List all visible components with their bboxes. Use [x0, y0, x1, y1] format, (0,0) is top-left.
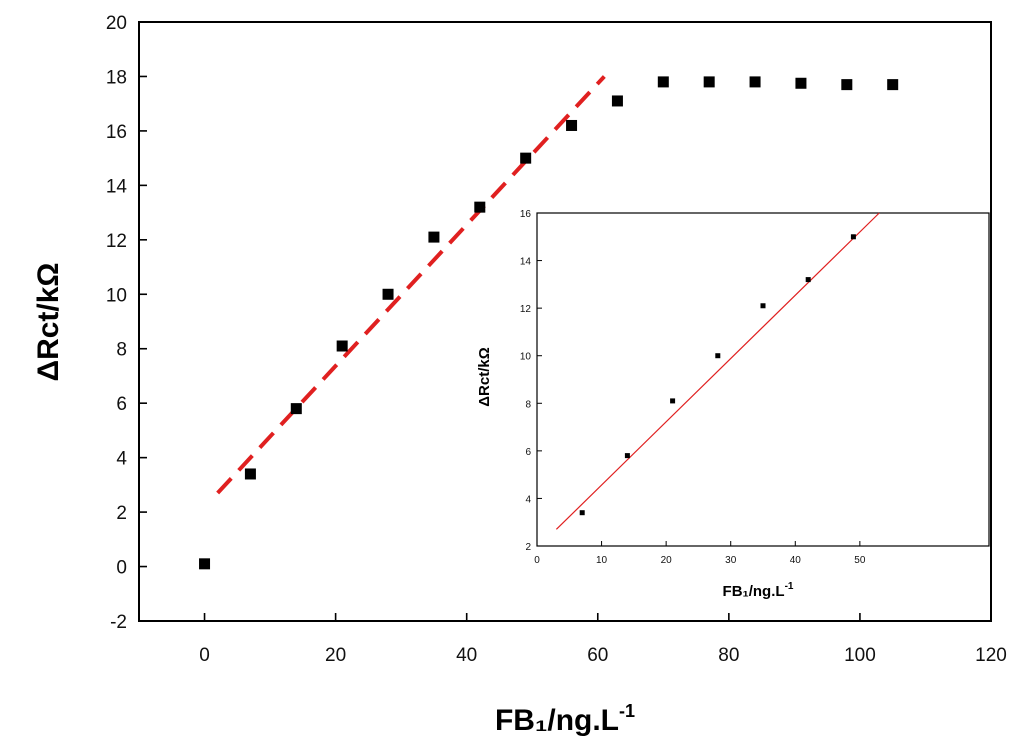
inset-data-point	[805, 277, 811, 283]
inset-axis-ticks	[536, 212, 861, 547]
main-y-tick-label: 12	[106, 231, 127, 252]
main-data-point	[428, 231, 440, 243]
main-data-point	[611, 95, 623, 107]
inset-y-tick-label: 8	[525, 399, 531, 410]
main-x-tick-label: 40	[456, 645, 477, 666]
inset-y-tick-label: 6	[525, 447, 531, 458]
main-y-tick-label: 18	[106, 67, 127, 88]
main-x-tick-label: 80	[718, 645, 739, 666]
main-data-point	[382, 288, 394, 300]
main-data-point	[566, 119, 578, 131]
main-y-tick-label: 4	[116, 449, 127, 470]
inset-x-tick-label: 40	[790, 555, 802, 566]
main-data-point	[290, 403, 302, 415]
inset-fit-line	[555, 212, 880, 530]
main-x-tick-label: 0	[199, 645, 210, 666]
main-data-point	[841, 79, 853, 91]
inset-data-point	[850, 234, 856, 240]
main-series	[199, 75, 899, 570]
main-data-point	[887, 79, 899, 91]
inset-y-tick-label: 4	[525, 494, 531, 505]
main-data-point	[795, 77, 807, 89]
inset-data-point	[579, 510, 585, 516]
inset-x-axis-title-text: FB₁/ng.L	[723, 583, 785, 600]
inset-y-tick-label: 16	[520, 209, 532, 220]
main-x-tick-label: 20	[325, 645, 346, 666]
main-data-point	[657, 76, 669, 88]
inset-y-axis-title: ΔRct/kΩ	[476, 347, 493, 407]
inset-x-axis-title: FB₁/ng.L-1	[723, 581, 794, 600]
main-data-point	[520, 152, 532, 164]
main-y-tick-label: 0	[116, 558, 127, 579]
main-x-axis-title-text: FB₁/ng.L	[495, 704, 619, 737]
inset-y-tick-label: 2	[525, 542, 531, 553]
inset-data-point	[760, 303, 766, 309]
main-y-tick-label: 10	[106, 285, 127, 306]
main-x-tick-label: 60	[587, 645, 608, 666]
inset-y-tick-label: 14	[520, 257, 532, 268]
inset-y-tick-label: 10	[520, 352, 532, 363]
inset-tick-labels: 0 10 20 30 40 50 2 4 6 8 10 12 14 16	[520, 209, 866, 566]
inset-series	[555, 212, 880, 530]
main-x-tick-label: 120	[975, 645, 1007, 666]
main-y-tick-label: -2	[110, 612, 127, 633]
main-data-point	[199, 558, 211, 570]
inset-data-point	[624, 453, 630, 459]
inset-plot-frame	[536, 212, 990, 547]
main-y-tick-label: 2	[116, 503, 127, 524]
inset-x-tick-label: 50	[854, 555, 866, 566]
main-y-tick-label: 6	[116, 394, 127, 415]
main-x-axis-title: FB₁/ng.L-1	[495, 701, 635, 737]
main-x-tick-label: 100	[844, 645, 876, 666]
main-y-axis-title: ΔRct/kΩ	[32, 263, 65, 382]
main-y-tick-label: 16	[106, 122, 127, 143]
main-axis-ticks	[139, 21, 992, 622]
main-fit-line	[216, 75, 606, 495]
main-y-tick-label: 14	[106, 176, 128, 197]
main-y-tick-label: 8	[116, 340, 127, 361]
main-data-point	[244, 468, 256, 480]
inset-x-tick-label: 10	[596, 555, 608, 566]
inset-x-axis-title-superscript: -1	[785, 581, 794, 592]
inset-data-point	[715, 353, 721, 359]
inset-y-tick-label: 12	[520, 304, 532, 315]
inset-x-tick-label: 0	[534, 555, 540, 566]
main-plot-frame	[138, 21, 992, 622]
main-data-point	[474, 201, 486, 213]
main-data-point	[336, 340, 348, 352]
main-x-axis-title-superscript: -1	[619, 701, 635, 721]
main-data-point	[703, 76, 715, 88]
inset-x-tick-label: 30	[725, 555, 737, 566]
main-y-tick-label: 20	[106, 13, 127, 34]
main-data-point	[749, 76, 761, 88]
inset-data-point	[670, 398, 676, 404]
inset-x-tick-label: 20	[661, 555, 673, 566]
